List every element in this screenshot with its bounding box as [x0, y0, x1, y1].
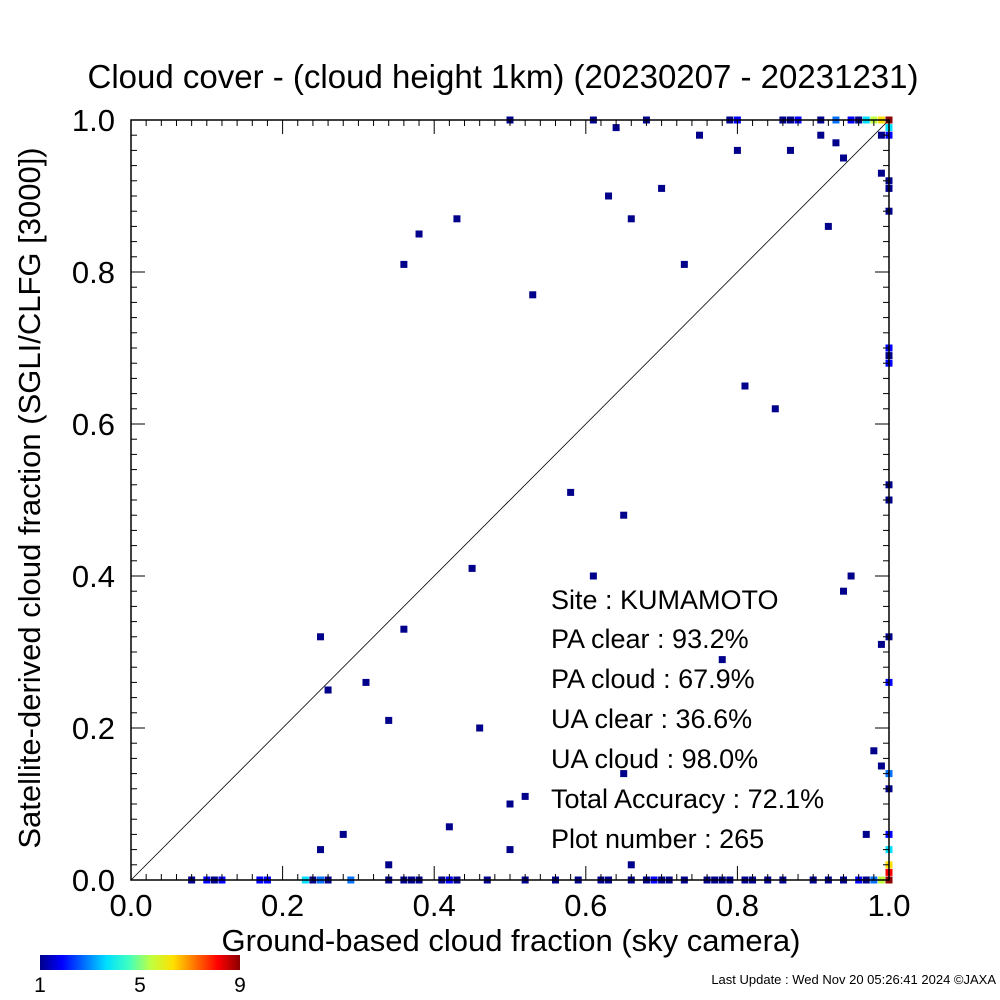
scatter-point	[786, 146, 794, 154]
scatter-point	[385, 716, 393, 724]
scatter-point	[605, 192, 613, 200]
plot-area	[130, 116, 893, 884]
stat-pa-clear: PA clear : 93.2%	[551, 624, 749, 654]
scatter-point	[733, 146, 741, 154]
scatter-point	[741, 382, 749, 390]
colorbar-min-label: 1	[34, 974, 46, 997]
scatter-point	[862, 830, 870, 838]
scatter-point	[840, 587, 848, 595]
reference-line	[130, 119, 890, 881]
stat-ua-cloud: UA cloud : 98.0%	[551, 744, 758, 774]
scatter-point	[521, 792, 529, 800]
scatter-point	[612, 124, 620, 132]
scatter-point	[877, 762, 885, 770]
y-tick-label: 0.4	[72, 559, 115, 594]
scatter-point	[680, 260, 688, 268]
scatter-point	[627, 861, 635, 869]
scatter-point	[506, 846, 514, 854]
scatter-point	[877, 169, 885, 177]
scatter-point	[718, 656, 726, 664]
scatter-point	[589, 572, 597, 580]
scatter-point	[400, 260, 408, 268]
stat-site: Site : KUMAMOTO	[551, 585, 779, 615]
y-axis-label: Satellite-derived cloud fraction (SGLI/C…	[12, 147, 47, 848]
scatter-point	[468, 564, 476, 572]
scatter-point	[817, 131, 825, 139]
colorbar: 1 5 9	[34, 955, 246, 997]
stat-plot-number: Plot number : 265	[551, 824, 764, 854]
scatter-point	[529, 291, 537, 299]
scatter-point	[506, 800, 514, 808]
scatter-point	[840, 154, 848, 162]
axis-ticks	[130, 119, 890, 881]
stat-ua-clear: UA clear : 36.6%	[551, 704, 752, 734]
scatter-point	[877, 640, 885, 648]
last-update-text: Last Update : Wed Nov 20 05:26:41 2024 ©…	[711, 972, 996, 987]
scatter-point	[771, 405, 779, 413]
scatter-point	[620, 511, 628, 519]
scatter-point	[567, 488, 575, 496]
x-axis-label: Ground-based cloud fraction (sky camera)	[222, 923, 801, 958]
scatter-point	[847, 572, 855, 580]
scatter-point	[415, 230, 423, 238]
scatter-point	[627, 215, 635, 223]
x-tick-label: 0.6	[564, 888, 607, 923]
y-tick-label: 0.2	[72, 711, 115, 746]
scatter-point	[445, 823, 453, 831]
scatter-point	[658, 184, 666, 192]
colorbar-mid-label: 5	[134, 974, 146, 997]
scatter-point	[362, 678, 370, 686]
scatter-point	[824, 222, 832, 230]
stat-pa-cloud: PA cloud : 67.9%	[551, 664, 755, 694]
y-tick-labels: 0.0 0.2 0.4 0.6 0.8 1.0	[72, 103, 115, 898]
y-tick-label: 0.0	[72, 863, 115, 898]
scatter-point	[832, 139, 840, 147]
scatter-point	[476, 724, 484, 732]
stats-box: Site : KUMAMOTO PA clear : 93.2% PA clou…	[551, 585, 824, 854]
x-tick-labels: 0.0 0.2 0.4 0.6 0.8 1.0	[109, 888, 910, 923]
scatter-points	[188, 116, 893, 884]
colorbar-bar	[40, 955, 240, 970]
y-tick-label: 1.0	[72, 103, 115, 138]
scatter-point	[696, 131, 703, 139]
stat-total-accuracy: Total Accuracy : 72.1%	[551, 784, 824, 814]
y-tick-label: 0.6	[72, 407, 115, 442]
scatter-point	[385, 861, 393, 869]
x-tick-label: 0.0	[109, 888, 152, 923]
scatter-point	[339, 830, 347, 838]
x-tick-label: 0.8	[716, 888, 759, 923]
scatter-point	[324, 686, 332, 694]
y-tick-label: 0.8	[72, 255, 115, 290]
x-tick-label: 0.2	[261, 888, 304, 923]
x-tick-label: 0.4	[413, 888, 456, 923]
scatter-point	[870, 747, 878, 755]
scatter-point	[400, 625, 408, 633]
scatter-point	[877, 131, 885, 139]
chart-title: Cloud cover - (cloud height 1km) (202302…	[88, 58, 919, 95]
scatter-point	[453, 215, 461, 223]
scatter-point	[317, 633, 324, 641]
scatter-point	[317, 846, 324, 854]
colorbar-max-label: 9	[234, 974, 246, 997]
scatter-point	[620, 770, 628, 778]
x-tick-label: 1.0	[867, 888, 910, 923]
